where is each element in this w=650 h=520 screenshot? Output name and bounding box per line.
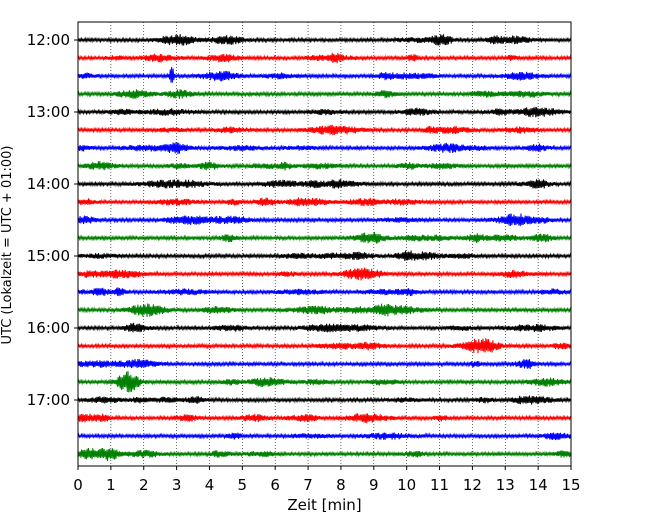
trace-1445 — [77, 231, 572, 244]
trace-1615 — [77, 338, 572, 354]
x-tick-label-9: 9 — [369, 476, 379, 494]
trace-1345 — [77, 161, 572, 171]
y-axis-label: UTC (Lokalzeit = UTC + 01:00) — [0, 146, 15, 345]
plot-frame — [77, 21, 572, 467]
y-axis-ticks: 12:00 13:00 14:00 15:00 16:00 17:00 — [27, 31, 78, 409]
x-tick-label-15: 15 — [561, 476, 580, 494]
x-tick-label-7: 7 — [303, 476, 313, 494]
seismic-traces — [77, 34, 572, 462]
y-tick-label-1: 13:00 — [27, 103, 70, 121]
y-tick-label-0: 12:00 — [27, 31, 70, 49]
y-tick-label-4: 16:00 — [27, 319, 70, 337]
trace-1630 — [77, 358, 572, 370]
trace-1545 — [77, 303, 572, 317]
x-tick-label-14: 14 — [529, 476, 548, 494]
y-tick-label-5: 17:00 — [27, 391, 70, 409]
y-tick-label-3: 15:00 — [27, 247, 70, 265]
trace-1330 — [77, 142, 572, 155]
trace-1600 — [77, 322, 572, 333]
x-tick-label-13: 13 — [496, 476, 515, 494]
x-tick-label-6: 6 — [270, 476, 280, 494]
trace-1415 — [77, 197, 572, 207]
trace-1515 — [77, 267, 572, 281]
x-tick-label-2: 2 — [139, 476, 149, 494]
trace-1645 — [77, 371, 572, 393]
y-tick-label-2: 14:00 — [27, 175, 70, 193]
trace-1315 — [77, 124, 572, 136]
trace-1700 — [77, 395, 572, 405]
trace-1715 — [77, 413, 572, 424]
x-tick-label-8: 8 — [336, 476, 346, 494]
x-tick-label-11: 11 — [430, 476, 449, 494]
trace-1230 — [77, 66, 572, 83]
trace-1430 — [77, 213, 572, 227]
x-tick-label-1: 1 — [106, 476, 116, 494]
trace-1200 — [77, 34, 572, 46]
x-tick-label-3: 3 — [172, 476, 182, 494]
trace-1245 — [77, 89, 572, 99]
x-axis-ticks: 0 1 2 3 4 5 6 7 8 9 10 11 12 13 14 15 — [73, 466, 581, 494]
trace-1215 — [77, 52, 572, 64]
x-tick-label-10: 10 — [397, 476, 416, 494]
x-tick-label-5: 5 — [238, 476, 248, 494]
x-axis-label: Zeit [min] — [287, 496, 361, 514]
x-tick-label-12: 12 — [463, 476, 482, 494]
trace-1300 — [77, 106, 572, 118]
trace-1530 — [77, 287, 572, 297]
trace-1745 — [77, 447, 572, 462]
trace-1730 — [77, 432, 572, 441]
x-tick-label-0: 0 — [73, 476, 83, 494]
trace-1400 — [77, 179, 572, 189]
x-tick-label-4: 4 — [205, 476, 215, 494]
trace-1500 — [77, 250, 572, 261]
